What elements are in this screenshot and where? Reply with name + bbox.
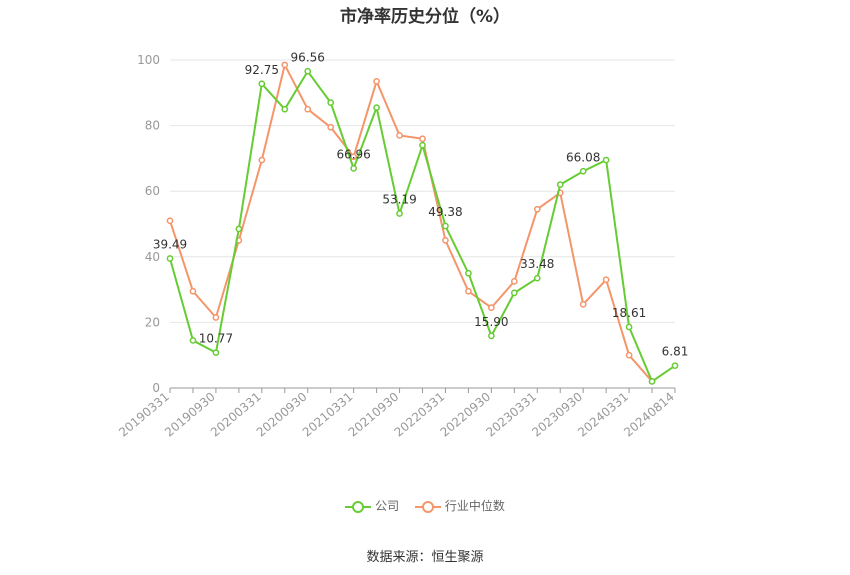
data-point bbox=[212, 349, 220, 357]
data-point bbox=[510, 278, 518, 285]
data-label: 53.19 bbox=[382, 193, 416, 207]
data-point bbox=[350, 153, 357, 161]
data-point bbox=[166, 255, 174, 262]
data-point bbox=[488, 332, 495, 340]
series-line-0 bbox=[169, 70, 676, 383]
y-tick-label: 60 bbox=[145, 184, 160, 198]
data-point bbox=[189, 337, 197, 344]
data-point bbox=[488, 304, 495, 311]
data-point bbox=[304, 67, 312, 75]
data-point bbox=[556, 181, 564, 188]
chart-title: 市净率历史分位（%） bbox=[339, 7, 511, 27]
y-tick-label: 80 bbox=[145, 119, 160, 133]
data-point bbox=[373, 104, 380, 111]
data-label: 92.75 bbox=[245, 63, 279, 77]
data-label: 15.90 bbox=[474, 315, 508, 329]
data-point bbox=[510, 289, 518, 297]
data-label: 96.56 bbox=[291, 50, 325, 64]
data-point bbox=[235, 225, 243, 233]
data-point bbox=[166, 217, 174, 225]
series-line-1 bbox=[169, 63, 653, 383]
data-point bbox=[602, 276, 610, 284]
x-tick-label: 20240814 bbox=[621, 390, 677, 440]
data-point bbox=[442, 222, 449, 230]
data-point bbox=[396, 210, 403, 217]
data-point bbox=[258, 156, 266, 164]
data-point bbox=[671, 362, 679, 370]
data-point bbox=[625, 351, 633, 359]
legend-item-company[interactable]: 公司 bbox=[345, 497, 399, 514]
data-point bbox=[281, 105, 289, 113]
data-point bbox=[648, 378, 656, 385]
legend-industry-swatch-icon bbox=[414, 500, 441, 513]
data-point bbox=[625, 323, 633, 331]
data-point bbox=[442, 237, 449, 244]
grid-layer bbox=[170, 59, 675, 323]
data-label: 6.81 bbox=[662, 345, 689, 359]
data-point bbox=[304, 105, 312, 113]
data-point bbox=[533, 274, 541, 282]
data-point bbox=[212, 314, 220, 321]
data-point bbox=[465, 287, 472, 295]
data-point bbox=[189, 287, 197, 295]
label-layer: 39.49 10.77 92.75 96.56 66.96 53.19 49.38 15.90… bbox=[153, 50, 689, 358]
legend-industry-label: 行业中位数 bbox=[444, 499, 505, 513]
data-point bbox=[281, 61, 289, 69]
data-label: 39.49 bbox=[153, 237, 187, 251]
data-point bbox=[465, 269, 472, 277]
y-tick-label: 40 bbox=[145, 250, 160, 264]
data-label: 10.77 bbox=[199, 332, 233, 346]
y-tick-label: 100 bbox=[137, 53, 160, 67]
data-label: 18.61 bbox=[612, 306, 646, 320]
legend-company-swatch-icon bbox=[345, 500, 372, 513]
data-label: 66.08 bbox=[566, 150, 600, 164]
data-point bbox=[396, 132, 403, 139]
series-layer bbox=[166, 61, 679, 385]
axis-layer: 0204060801002019033120190930202003312020… bbox=[116, 53, 677, 440]
legend-company-label: 公司 bbox=[375, 499, 400, 513]
data-point bbox=[602, 156, 610, 164]
data-point bbox=[373, 77, 380, 85]
data-label: 33.48 bbox=[520, 257, 554, 271]
data-source-note: 数据来源：恒生聚源 bbox=[366, 550, 484, 565]
data-point bbox=[419, 135, 426, 143]
data-point bbox=[350, 165, 357, 172]
y-tick-label: 0 bbox=[152, 381, 160, 395]
data-label: 49.38 bbox=[428, 205, 462, 219]
data-point bbox=[327, 123, 335, 131]
legend: 公司 行业中位数 bbox=[0, 497, 850, 514]
data-point bbox=[579, 167, 587, 175]
y-tick-label: 20 bbox=[145, 315, 160, 329]
data-point bbox=[327, 99, 335, 106]
data-point bbox=[419, 141, 426, 149]
data-label: 66.96 bbox=[336, 147, 370, 161]
legend-item-industry[interactable]: 行业中位数 bbox=[414, 497, 505, 514]
data-point bbox=[258, 80, 266, 88]
data-point bbox=[533, 205, 541, 213]
data-point bbox=[579, 301, 587, 308]
